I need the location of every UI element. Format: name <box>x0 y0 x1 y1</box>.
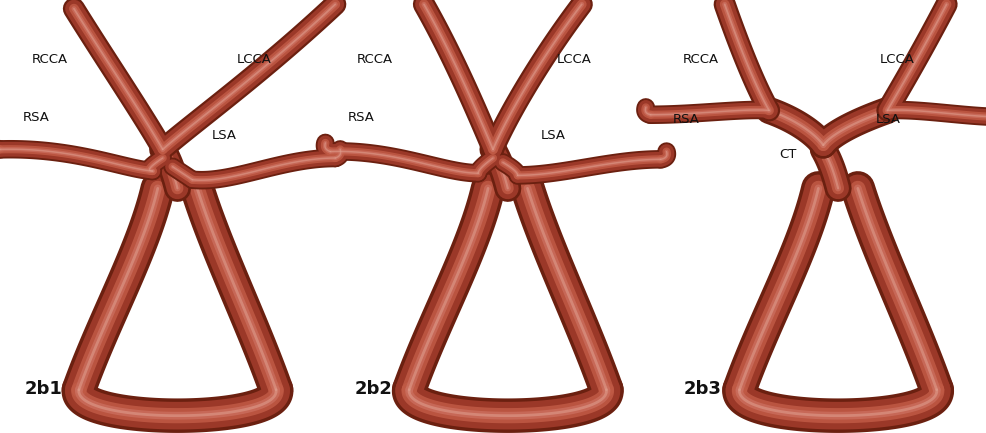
Text: LSA: LSA <box>212 129 237 142</box>
Text: RCCA: RCCA <box>357 53 393 66</box>
Text: LSA: LSA <box>540 129 565 142</box>
Text: 2b3: 2b3 <box>683 380 721 398</box>
Text: LCCA: LCCA <box>237 53 271 66</box>
Text: RSA: RSA <box>672 113 699 126</box>
Text: RCCA: RCCA <box>32 53 68 66</box>
Text: RSA: RSA <box>23 111 49 124</box>
Text: 2b2: 2b2 <box>355 380 392 398</box>
Text: CT: CT <box>779 148 797 161</box>
Text: 2b1: 2b1 <box>25 380 62 398</box>
Text: LCCA: LCCA <box>880 53 914 66</box>
Text: LSA: LSA <box>876 113 900 126</box>
Text: RSA: RSA <box>348 111 375 124</box>
Text: RCCA: RCCA <box>682 53 719 66</box>
Text: LCCA: LCCA <box>557 53 592 66</box>
